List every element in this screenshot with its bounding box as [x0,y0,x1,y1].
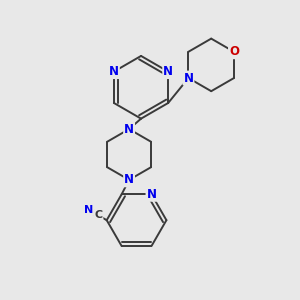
Text: C: C [94,210,103,220]
Text: N: N [184,71,194,85]
Text: N: N [109,65,119,78]
Text: N: N [124,173,134,186]
Text: N: N [163,65,173,78]
Text: N: N [124,123,134,136]
Text: N: N [85,205,94,215]
Text: O: O [229,45,239,58]
Text: N: N [146,188,157,201]
